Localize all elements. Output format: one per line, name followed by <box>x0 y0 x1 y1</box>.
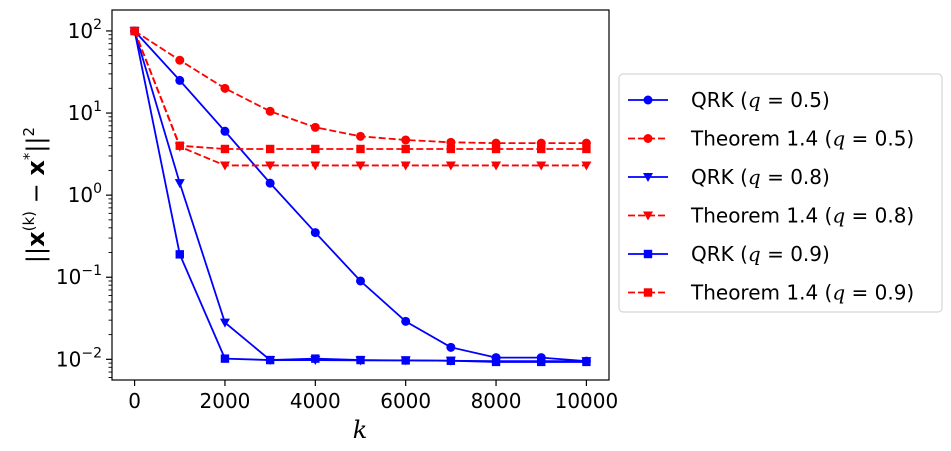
series-6 <box>130 26 591 154</box>
data-point <box>311 144 320 154</box>
data-point <box>174 179 185 189</box>
data-point <box>401 316 411 326</box>
data-point <box>130 26 139 36</box>
data-point <box>491 161 502 171</box>
y-axis-label: ||x(k) − x*||2 <box>20 127 50 263</box>
data-point <box>219 161 230 171</box>
x-tick-label: 4000 <box>290 389 341 413</box>
data-point <box>537 357 546 367</box>
legend-entry: Theorem 1.4 (q = 0.5) <box>628 127 914 151</box>
legend-entry: Theorem 1.4 (q = 0.8) <box>628 204 914 228</box>
series-line <box>134 30 587 145</box>
legend-entries: QRK (q = 0.5) Theorem 1.4 (q = 0.5) QRK (q… <box>628 88 914 305</box>
data-point <box>401 356 410 365</box>
data-point <box>446 342 456 352</box>
series-line <box>133 30 587 363</box>
data-point <box>265 355 275 365</box>
data-point <box>265 106 275 116</box>
legend: QRK (q = 0.5) Theorem 1.4 (q = 0.5) QRK (q… <box>618 73 943 313</box>
data-point <box>401 135 411 145</box>
data-point <box>220 354 230 363</box>
y-tick-label: 10−2 <box>56 345 102 371</box>
y-tick-label: 102 <box>68 17 102 43</box>
x-tick-label: 6000 <box>380 389 431 413</box>
data-point <box>401 144 410 154</box>
data-point <box>446 356 456 365</box>
legend-label: QRK (q = 0.8) <box>691 165 830 189</box>
y-tick-label: 101 <box>68 99 102 125</box>
data-point <box>536 161 547 171</box>
data-point <box>265 178 275 188</box>
y-axis: 10−2 10−1 100 101 102 <box>56 17 112 378</box>
data-point <box>220 83 230 93</box>
data-point <box>581 161 592 171</box>
data-point <box>446 137 456 147</box>
legend-label: Theorem 1.4 (q = 0.8) <box>690 204 914 228</box>
series-line <box>133 30 587 363</box>
series-line <box>133 30 587 167</box>
legend-frame <box>618 73 943 313</box>
series-5 <box>130 26 591 367</box>
series-2 <box>130 26 591 148</box>
legend-marker <box>643 173 653 182</box>
series-1 <box>130 26 591 366</box>
data-point <box>356 276 365 286</box>
data-point <box>219 318 230 328</box>
legend-marker <box>643 95 653 105</box>
data-point <box>310 228 320 238</box>
legend-label: QRK (q = 0.5) <box>691 88 830 112</box>
legend-marker <box>643 211 653 221</box>
data-point <box>537 144 546 154</box>
data-point <box>356 131 365 141</box>
data-point <box>175 55 185 65</box>
legend-marker <box>643 134 653 143</box>
data-point <box>265 144 275 154</box>
series-layer <box>129 26 592 367</box>
series-line <box>133 30 587 363</box>
legend-entry: Theorem 1.4 (q = 0.9) <box>628 281 914 305</box>
data-point <box>582 357 591 367</box>
x-tick-label: 0 <box>128 389 141 413</box>
legend-label: Theorem 1.4 (q = 0.5) <box>690 127 914 151</box>
legend-entry: QRK (q = 0.8) <box>628 165 830 189</box>
data-point <box>356 355 365 365</box>
x-tick-label: 8000 <box>471 389 522 413</box>
data-point <box>445 161 456 171</box>
x-axis-label: k <box>353 416 368 444</box>
legend-label: Theorem 1.4 (q = 0.9) <box>690 281 914 305</box>
data-point <box>355 161 366 171</box>
data-point <box>582 144 591 154</box>
data-point <box>175 141 184 150</box>
x-axis: 0 2000 4000 6000 8000 10000 <box>128 380 618 413</box>
data-point <box>220 126 230 136</box>
y-tick-label: 10−1 <box>56 263 102 289</box>
data-point <box>265 161 276 171</box>
series-line <box>133 30 587 150</box>
legend-label: QRK (q = 0.9) <box>691 242 830 266</box>
data-point <box>220 144 230 154</box>
data-point <box>400 161 411 171</box>
data-point <box>491 144 501 154</box>
legend-marker <box>643 249 653 259</box>
legend-entry: QRK (q = 0.9) <box>628 242 830 266</box>
legend-marker <box>643 288 653 297</box>
x-tick-label: 2000 <box>200 389 251 413</box>
y-tick-label: 100 <box>68 181 102 207</box>
data-point <box>491 357 501 367</box>
data-point <box>310 161 321 171</box>
series-3 <box>129 26 592 367</box>
data-point <box>311 354 320 363</box>
data-point <box>310 122 320 132</box>
x-tick-label: 10000 <box>555 389 619 413</box>
data-point <box>446 144 456 154</box>
data-point <box>175 75 185 85</box>
data-point <box>356 144 365 154</box>
data-point <box>175 250 184 259</box>
legend-entry: QRK (q = 0.5) <box>628 88 830 112</box>
